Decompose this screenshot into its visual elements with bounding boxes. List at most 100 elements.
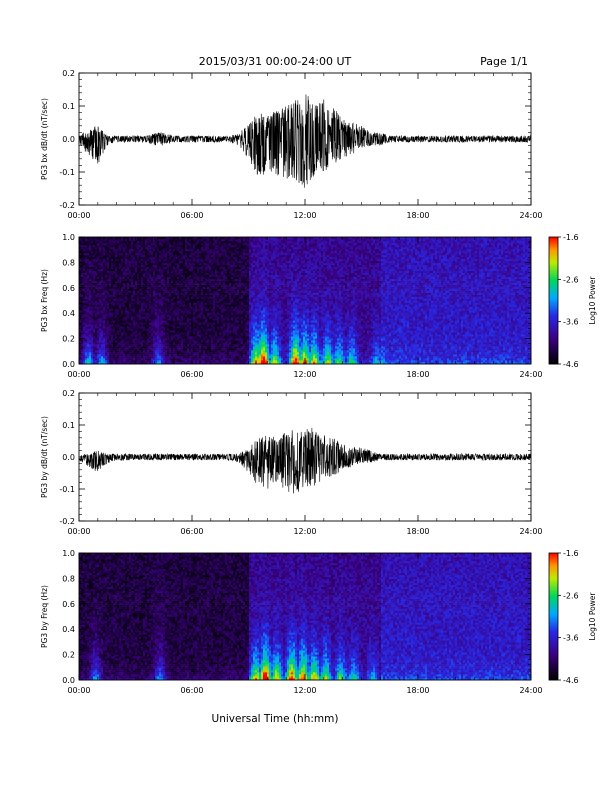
- spectrogram-cell: [81, 246, 84, 250]
- spectrogram-cell: [99, 304, 102, 307]
- spectrogram-cell: [203, 280, 206, 283]
- spectrogram-cell: [111, 304, 114, 307]
- spectrogram-cell: [123, 282, 126, 285]
- spectrogram-cell: [123, 240, 126, 244]
- spectrogram-cell: [79, 316, 82, 319]
- spectrogram-cell: [89, 316, 92, 319]
- spectrogram-cell: [153, 286, 156, 289]
- spectrogram-cell: [203, 328, 206, 331]
- spectrogram-cell: [81, 340, 84, 343]
- spectrogram-cell: [139, 286, 142, 289]
- spectrogram-cell: [111, 280, 114, 283]
- spectrogram-cell: [217, 328, 220, 331]
- spectrogram-cell: [97, 342, 100, 345]
- spectrogram-cell: [135, 326, 138, 329]
- spectrogram-cell: [81, 358, 84, 361]
- spectrogram-cell: [165, 240, 168, 244]
- spectrogram-cell: [217, 362, 220, 365]
- spectrogram-cell: [207, 254, 210, 258]
- spectrogram-cell: [219, 242, 222, 246]
- spectrogram-cell: [177, 304, 180, 307]
- spectrogram-cell: [111, 284, 114, 287]
- spectrogram-cell: [169, 340, 172, 343]
- spectrogram-cell: [211, 328, 214, 331]
- spectrogram-cell: [205, 252, 208, 256]
- spectrogram-cell: [211, 258, 214, 262]
- spectrogram-cell: [197, 242, 200, 246]
- spectrogram-cell: [147, 237, 150, 240]
- spectrogram-cell: [205, 352, 208, 355]
- spectrogram-cell: [125, 284, 128, 287]
- spectrogram-cell: [227, 246, 230, 250]
- spectrogram-cell: [105, 326, 108, 329]
- spectrogram-cell: [165, 237, 168, 240]
- spectrogram-cell: [105, 324, 108, 327]
- spectrogram-cell: [87, 320, 90, 323]
- spectrogram-cell: [107, 362, 110, 365]
- spectrogram-cell: [149, 362, 152, 365]
- spectrogram-cell: [103, 324, 106, 327]
- spectrogram-cell: [185, 350, 188, 353]
- spectrogram-cell: [219, 328, 222, 331]
- spectrogram-cell: [119, 248, 122, 252]
- spectrogram-cell: [223, 276, 226, 279]
- spectrogram-cell: [183, 237, 186, 240]
- spectrogram-cell: [229, 356, 232, 359]
- spectrogram-cell: [107, 240, 110, 244]
- spectrogram-cell: [93, 354, 96, 357]
- spectrogram-cell: [199, 244, 202, 248]
- spectrogram-cell: [223, 248, 226, 252]
- spectrogram-cell: [121, 328, 124, 331]
- spectrogram-cell: [127, 324, 130, 327]
- spectrogram-cell: [79, 237, 82, 240]
- spectrogram-cell: [167, 262, 170, 266]
- spectrogram-cell: [151, 332, 154, 335]
- spectrogram-cell: [87, 237, 90, 240]
- spectrogram-cell: [89, 290, 92, 293]
- spectrogram-cell: [99, 356, 102, 359]
- spectrogram-cell: [85, 338, 88, 341]
- spectrogram-cell: [113, 280, 116, 283]
- spectrogram-cell: [181, 270, 184, 274]
- spectrogram-cell: [195, 300, 198, 303]
- spectrogram-cell: [201, 358, 204, 361]
- spectrogram-cell: [147, 306, 150, 309]
- spectrogram-cell: [145, 294, 148, 297]
- spectrogram-cell: [85, 352, 88, 355]
- spectrogram-cell: [165, 338, 168, 341]
- spectrogram-cell: [157, 308, 160, 311]
- spectrogram-cell: [177, 340, 180, 343]
- spectrogram-cell: [117, 322, 120, 325]
- spectrogram-cell: [127, 332, 130, 335]
- spectrogram-cell: [169, 254, 172, 258]
- spectrogram-cell: [133, 308, 136, 311]
- spectrogram-cell: [123, 284, 126, 287]
- spectrogram-cell: [137, 318, 140, 321]
- spectrogram-cell: [175, 248, 178, 252]
- spectrogram-cell: [85, 278, 88, 281]
- spectrogram-cell: [191, 268, 194, 272]
- spectrogram-cell: [99, 322, 102, 325]
- spectrogram-cell: [121, 332, 124, 335]
- spectrogram-cell: [157, 328, 160, 331]
- spectrogram-cell: [85, 256, 88, 260]
- spectrogram-cell: [153, 258, 156, 262]
- spectrogram-cell: [91, 276, 94, 279]
- spectrogram-cell: [199, 336, 202, 339]
- spectrogram-cell: [185, 258, 188, 262]
- spectrogram-cell: [191, 348, 194, 351]
- spectrogram-cell: [117, 262, 120, 266]
- spectrogram-cell: [159, 260, 162, 264]
- spectrogram-cell: [207, 250, 210, 254]
- spectrogram-cell: [131, 334, 134, 337]
- spectrogram-cell: [215, 324, 218, 327]
- spectrogram-cell: [85, 342, 88, 345]
- spectrogram-cell: [175, 240, 178, 244]
- spectrogram-cell: [119, 260, 122, 264]
- spectrogram-cell: [113, 338, 116, 341]
- spectrogram-cell: [107, 332, 110, 335]
- spectrogram-cell: [141, 237, 144, 240]
- spectrogram-cell: [159, 282, 162, 285]
- spectrogram-cell: [95, 358, 98, 361]
- spectrogram-cell: [181, 250, 184, 254]
